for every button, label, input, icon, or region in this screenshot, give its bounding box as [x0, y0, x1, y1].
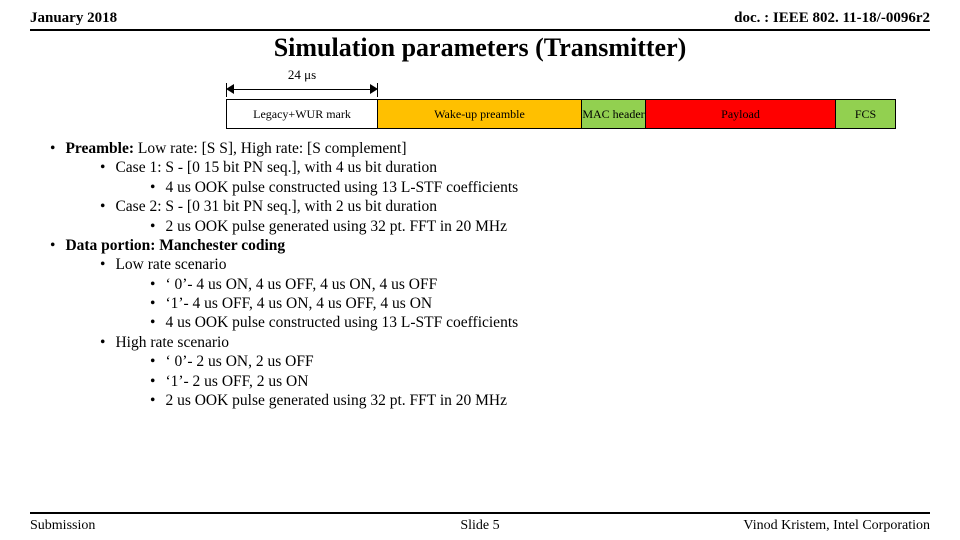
bullet-item: High rate scenario [100, 333, 930, 352]
frame-segment: FCS [836, 99, 896, 129]
header-rule [30, 29, 930, 31]
bullet-item: 2 us OOK pulse generated using 32 pt. FF… [150, 217, 930, 236]
slide-title: Simulation parameters (Transmitter) [30, 33, 930, 63]
header-row: January 2018 doc. : IEEE 802. 11-18/-009… [30, 10, 930, 27]
bullet-item: ‘ 0’- 4 us ON, 4 us OFF, 4 us ON, 4 us O… [150, 275, 930, 294]
frame-segment: Payload [646, 99, 836, 129]
bullet-item: 4 us OOK pulse constructed using 13 L-ST… [150, 313, 930, 332]
bullet-item: Case 2: S - [0 31 bit PN seq.], with 2 u… [100, 197, 930, 216]
footer-rule [30, 512, 930, 514]
slide: January 2018 doc. : IEEE 802. 11-18/-009… [0, 0, 960, 540]
bullet-item: Preamble: Low rate: [S S], High rate: [S… [50, 139, 930, 158]
duration-label: 24 μs [226, 67, 378, 83]
bullet-item: 4 us OOK pulse constructed using 13 L-ST… [150, 178, 930, 197]
bullet-item: 2 us OOK pulse generated using 32 pt. FF… [150, 391, 930, 410]
duration-arrow [226, 83, 378, 97]
bullet-list: Preamble: Low rate: [S S], High rate: [S… [30, 139, 930, 410]
duration-indicator: 24 μs [226, 67, 378, 97]
header-date: January 2018 [30, 10, 117, 27]
frame-segment: MAC header [582, 99, 646, 129]
bullet-item: Case 1: S - [0 15 bit PN seq.], with 4 u… [100, 158, 930, 177]
bullet-item: ‘ 0’- 2 us ON, 2 us OFF [150, 352, 930, 371]
bullet-item: ‘1’- 4 us OFF, 4 us ON, 4 us OFF, 4 us O… [150, 294, 930, 313]
frame-segment: Wake-up preamble [378, 99, 582, 129]
bullet-item: Data portion: Manchester coding [50, 236, 930, 255]
bullet-item: ‘1’- 2 us OFF, 2 us ON [150, 372, 930, 391]
bullet-item: Low rate scenario [100, 255, 930, 274]
footer-row: Submission Slide 5 Vinod Kristem, Intel … [30, 518, 930, 534]
frame-diagram: Legacy+WUR markWake-up preambleMAC heade… [226, 99, 930, 129]
footer-right: Vinod Kristem, Intel Corporation [743, 518, 930, 534]
footer-left: Submission [30, 518, 95, 534]
frame-segment: Legacy+WUR mark [226, 99, 378, 129]
header-doc: doc. : IEEE 802. 11-18/-0096r2 [734, 10, 930, 27]
